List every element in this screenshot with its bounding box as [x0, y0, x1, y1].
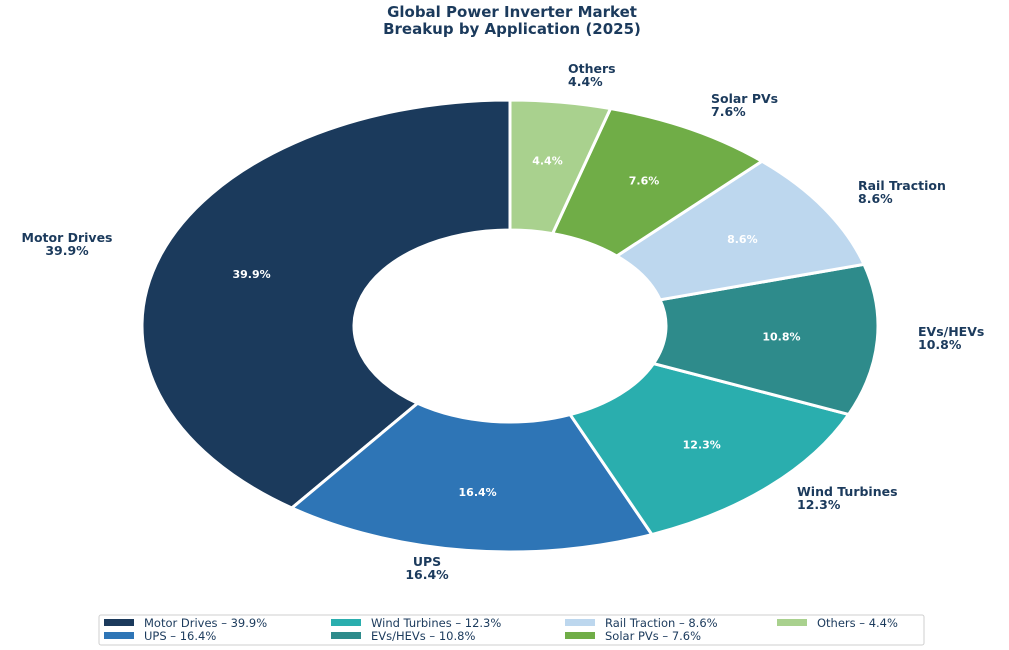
inner-label-motor-drives: 39.9% — [232, 268, 270, 281]
outer-label-value-others: 4.4% — [568, 74, 603, 89]
legend-swatch-rail-traction — [565, 619, 595, 626]
inner-label-solar-pvs: 7.6% — [629, 175, 660, 188]
legend-label-evs-hevs: EVs/HEVs – 10.8% — [371, 629, 475, 643]
slice-wind-turbines — [567, 361, 852, 537]
legend-swatch-evs-hevs — [331, 632, 361, 639]
outer-label-name-evs-hevs: EVs/HEVs — [918, 324, 984, 339]
legend-label-motor-drives: Motor Drives – 39.9% — [144, 616, 267, 630]
slice-evs-hevs — [651, 262, 880, 417]
legend-label-wind-turbines: Wind Turbines – 12.3% — [371, 616, 501, 630]
legend-swatch-wind-turbines — [331, 619, 361, 626]
inner-label-others: 4.4% — [532, 155, 563, 168]
inner-label-rail-traction: 8.6% — [727, 233, 758, 246]
inner-label-evs-hevs: 10.8% — [762, 330, 800, 343]
legend-frame — [98, 614, 925, 646]
chart-title-line-1: Global Power Inverter Market — [387, 3, 637, 21]
slices-group — [140, 98, 880, 554]
slice-ups — [289, 401, 655, 554]
outer-label-value-wind-turbines: 12.3% — [797, 497, 841, 512]
outer-label-name-solar-pvs: Solar PVs — [711, 91, 778, 106]
outer-label-name-wind-turbines: Wind Turbines — [797, 484, 898, 499]
legend-label-solar-pvs: Solar PVs – 7.6% — [605, 629, 701, 643]
legend: Motor Drives – 39.9% Wind Turbines – 12.3… — [98, 614, 925, 646]
chart-title-line-2: Breakup by Application (2025) — [383, 20, 641, 38]
legend-swatch-motor-drives — [104, 619, 134, 626]
legend-label-others: Others – 4.4% — [817, 616, 898, 630]
outer-label-value-motor-drives: 39.9% — [45, 243, 89, 258]
outer-label-name-others: Others — [568, 61, 616, 76]
inner-label-ups: 16.4% — [459, 486, 497, 499]
legend-swatch-ups — [104, 632, 134, 639]
outer-label-value-ups: 16.4% — [405, 567, 449, 582]
outer-label-name-rail-traction: Rail Traction — [858, 178, 946, 193]
slice-motor-drives — [140, 98, 512, 510]
inner-labels-group: 39.9% 16.4% 12.3% 10.8% 8.6% 7.6% 4.4% — [232, 155, 800, 499]
outer-label-name-ups: UPS — [413, 554, 441, 569]
inner-label-wind-turbines: 12.3% — [683, 438, 721, 451]
legend-label-ups: UPS – 16.4% — [144, 629, 216, 643]
legend-swatch-others — [777, 619, 807, 626]
outer-label-value-rail-traction: 8.6% — [858, 191, 893, 206]
slice-others — [508, 98, 613, 236]
outer-label-value-evs-hevs: 10.8% — [918, 337, 962, 352]
outer-label-name-motor-drives: Motor Drives — [22, 230, 113, 245]
outer-label-value-solar-pvs: 7.6% — [711, 104, 746, 119]
legend-label-rail-traction: Rail Traction – 8.6% — [605, 616, 718, 630]
legend-swatch-solar-pvs — [565, 632, 595, 639]
